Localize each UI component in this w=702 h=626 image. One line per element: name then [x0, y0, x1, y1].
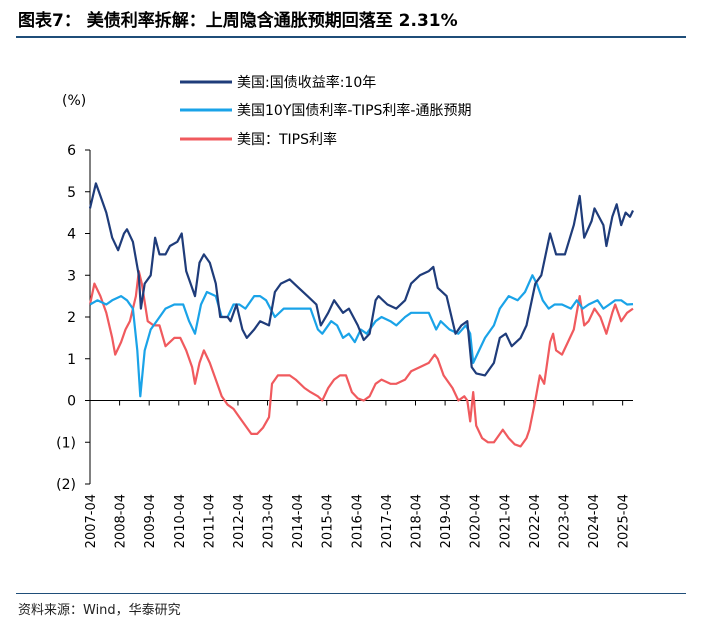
y-tick-label: 3 [67, 268, 76, 284]
title-divider [16, 36, 686, 38]
x-tick-label: 2022-04 [528, 494, 543, 548]
legend-label-2: 美国：TIPS利率 [237, 131, 337, 148]
x-tick-label: 2017-04 [380, 494, 395, 548]
x-tick-label: 2016-04 [350, 494, 365, 548]
legend-label-1: 美国10Y国债利率-TIPS利率-通胀预期 [237, 102, 471, 119]
x-axis: 2007-04 2008-04 2009-04 2010-04 2011-04 2012-… [84, 400, 633, 548]
y-axis-label: (%) [62, 93, 86, 109]
y-tick-label: 5 [67, 185, 76, 201]
y-tick-label: 2 [67, 310, 76, 326]
x-tick-label: 2011-04 [202, 494, 217, 548]
series-line-2 [88, 270, 634, 448]
chart-title: 图表7： 美债利率拆解：上周隐含通胀预期回落至 2.31% [18, 11, 458, 31]
source-note: 资料来源：Wind，华泰研究 [18, 603, 181, 618]
y-tick-label: 1 [67, 352, 76, 368]
x-tick-label: 2020-04 [469, 494, 484, 548]
x-tick-label: 2019-04 [439, 494, 454, 548]
x-tick-label: 2014-04 [291, 494, 306, 548]
y-tick-label: 4 [67, 227, 76, 243]
series-line-0 [88, 182, 634, 377]
x-tick-label: 2025-04 [617, 494, 632, 548]
x-tick-label: 2013-04 [262, 494, 277, 548]
x-tick-label: 2015-04 [321, 494, 336, 548]
x-tick-label: 2023-04 [557, 494, 572, 548]
x-tick-label: 2007-04 [84, 494, 99, 548]
plot-area [88, 182, 634, 448]
footer-divider [16, 593, 686, 594]
legend-label-0: 美国:国债收益率:10年 [237, 74, 376, 91]
x-tick-label: 2008-04 [114, 494, 129, 548]
y-tick-label: 6 [67, 143, 76, 159]
x-tick-label: 2010-04 [173, 494, 188, 548]
y-axis: 6 5 4 3 2 1 0 (1) (2) [56, 143, 91, 493]
x-tick-label: 2009-04 [143, 494, 158, 548]
legend: 美国:国债收益率:10年美国10Y国债利率-TIPS利率-通胀预期美国：TIPS… [180, 74, 471, 148]
x-tick-label: 2012-04 [232, 494, 247, 548]
x-tick-label: 2018-04 [410, 494, 425, 548]
series-line-1 [89, 274, 634, 398]
y-tick-label: 0 [67, 394, 76, 410]
x-tick-label: 2021-04 [498, 494, 513, 548]
y-tick-label: (1) [56, 435, 76, 451]
y-tick-label: (2) [56, 477, 76, 493]
x-tick-label: 2024-04 [587, 494, 602, 548]
